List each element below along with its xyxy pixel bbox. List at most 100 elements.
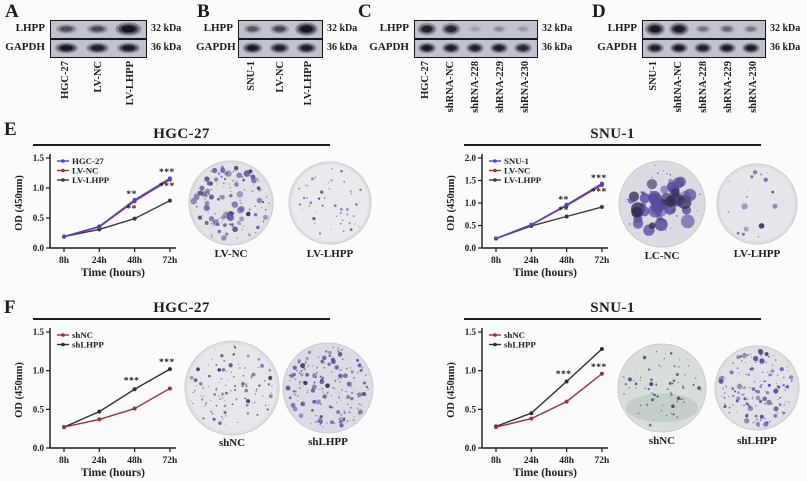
colony-dish [286,159,374,252]
svg-text:Time (hours): Time (hours) [513,467,577,479]
section-title-e-snu1: SNU-1 [464,125,761,146]
western-blot-panel-c: LHPP 32 kDa GAPDH 36 kDa HGC-27 shRNA-NC shRNA… [356,2,592,120]
svg-text:1.5: 1.5 [465,327,477,337]
svg-text:OD (450nm): OD (450nm) [14,175,25,231]
lane-label: HGC-27 [420,61,432,99]
blot-row [642,20,766,39]
molecular-weight-label: 36 kDa [770,42,801,53]
molecular-weight-label: 32 kDa [151,23,182,34]
svg-text:0.0: 0.0 [465,443,477,453]
svg-text:24h: 24h [92,456,108,466]
colony-dish-image [184,340,280,436]
svg-text:***: *** [159,168,175,178]
colony-dish [714,161,800,252]
growth-curve-chart: 0.0 0.5 1.0 1.5 8h 24h 48h 72h Time (hours) OD (4… [14,153,179,279]
protein-label: LHPP [203,22,233,34]
svg-text:0.5: 0.5 [465,404,477,414]
molecular-weight-label: 32 kDa [542,23,573,34]
lane-label: shRNA-230 [747,61,759,113]
lane-label: LV-LHPP [124,61,136,106]
blot-row [238,20,323,39]
blot-row [50,20,147,39]
svg-text:48h: 48h [127,456,143,466]
growth-curve-chart: 0.0 0.5 1.0 1.5 2.0 8h 24h 48h 72h Time (hours) OD… [446,153,610,279]
molecular-weight-label: 32 kDa [327,23,358,34]
svg-text:OD (450nm): OD (450nm) [446,362,457,418]
colony-dish-image [617,343,707,433]
panel-label-d: D [592,1,606,22]
molecular-weight-label: 36 kDa [542,42,573,53]
protein-label: LHPP [607,22,637,34]
section-title-e-hgc27: HGC-27 [33,125,330,146]
svg-text:72h: 72h [163,256,179,266]
protein-label: GAPDH [5,41,45,53]
lane-label: shRNA-NC [673,61,685,113]
svg-text:1.5: 1.5 [33,153,45,163]
colony-dish [182,338,282,443]
svg-text:***: *** [159,182,175,192]
svg-text:shLHPP: shLHPP [72,340,104,350]
blot-row [642,39,766,58]
svg-text:Time (hours): Time (hours) [81,467,145,479]
svg-text:1.0: 1.0 [465,198,477,208]
svg-text:***: *** [591,187,607,197]
dish-label: shLHPP [308,436,348,448]
svg-text:**: ** [126,204,137,214]
lane-label: shRNA-229 [722,61,734,113]
protein-label: LHPP [15,22,45,34]
svg-text:24h: 24h [524,256,540,266]
svg-text:0.0: 0.0 [465,243,477,253]
svg-text:1.0: 1.0 [465,366,477,376]
svg-text:8h: 8h [491,256,502,266]
dish-label: LV-NC [214,248,248,260]
lane-label: HGC-27 [60,61,72,99]
colony-dish-image [188,160,274,246]
svg-text:0.5: 0.5 [33,404,45,414]
lane-label: shRNA-229 [494,61,506,113]
colony-dish-image [288,161,372,245]
svg-text:OD (450nm): OD (450nm) [14,362,25,418]
panel-label-e: E [4,119,17,140]
western-blot-panel-d: LHPP 32 kDa GAPDH 36 kDa SNU-1 shRNA-NC shRNA-… [590,2,807,120]
protein-label: GAPDH [369,41,409,53]
svg-text:1.5: 1.5 [465,176,477,186]
western-blot-panel-a: LHPP 32 kDa GAPDH 36 kDa HGC-27 LV-NC LV-LHPP [2,2,194,120]
svg-text:LV-NC: LV-NC [504,166,530,176]
svg-text:8h: 8h [491,456,502,466]
svg-text:LV-NC: LV-NC [72,166,98,176]
svg-text:***: *** [556,370,572,380]
western-blot-panel-b: LHPP 32 kDa GAPDH 36 kDa SNU-1 LV-NC LV-LHPP [196,2,358,120]
lane-label: shRNA-230 [519,61,531,113]
dish-label: shNC [648,435,676,447]
lane-label: LV-NC [92,61,104,93]
svg-text:Time (hours): Time (hours) [513,267,577,279]
lane-label: shRNA-228 [698,61,709,113]
svg-text:LV-LHPP: LV-LHPP [504,175,542,185]
growth-curve-chart: 0.0 0.5 1.0 1.5 8h 24h 48h 72h Time (hours) OD (4… [14,327,178,479]
svg-text:48h: 48h [559,456,575,466]
protein-label: GAPDH [597,41,637,53]
colony-dish [712,343,802,438]
svg-text:24h: 24h [92,256,108,266]
colony-dish-image [282,342,374,434]
blot-row [414,39,538,58]
lane-label: LV-LHPP [302,61,314,106]
svg-text:1.0: 1.0 [33,183,45,193]
section-title-f-hgc27: HGC-27 [33,299,330,320]
svg-text:***: *** [591,363,607,373]
svg-text:Time (hours): Time (hours) [81,267,145,279]
svg-text:***: *** [159,358,175,368]
svg-text:24h: 24h [524,456,540,466]
svg-text:0.0: 0.0 [33,243,45,253]
panel-label-f: F [4,297,16,318]
svg-text:LV-LHPP: LV-LHPP [72,175,110,185]
svg-text:0.0: 0.0 [33,443,45,453]
svg-text:***: *** [591,174,607,184]
molecular-weight-label: 36 kDa [151,42,182,53]
svg-text:**: ** [558,195,569,205]
colony-dish-image [618,160,706,248]
svg-text:**: ** [558,206,569,216]
svg-text:shNC: shNC [72,330,93,340]
svg-text:SNU-1: SNU-1 [504,156,529,166]
svg-text:8h: 8h [59,456,70,466]
